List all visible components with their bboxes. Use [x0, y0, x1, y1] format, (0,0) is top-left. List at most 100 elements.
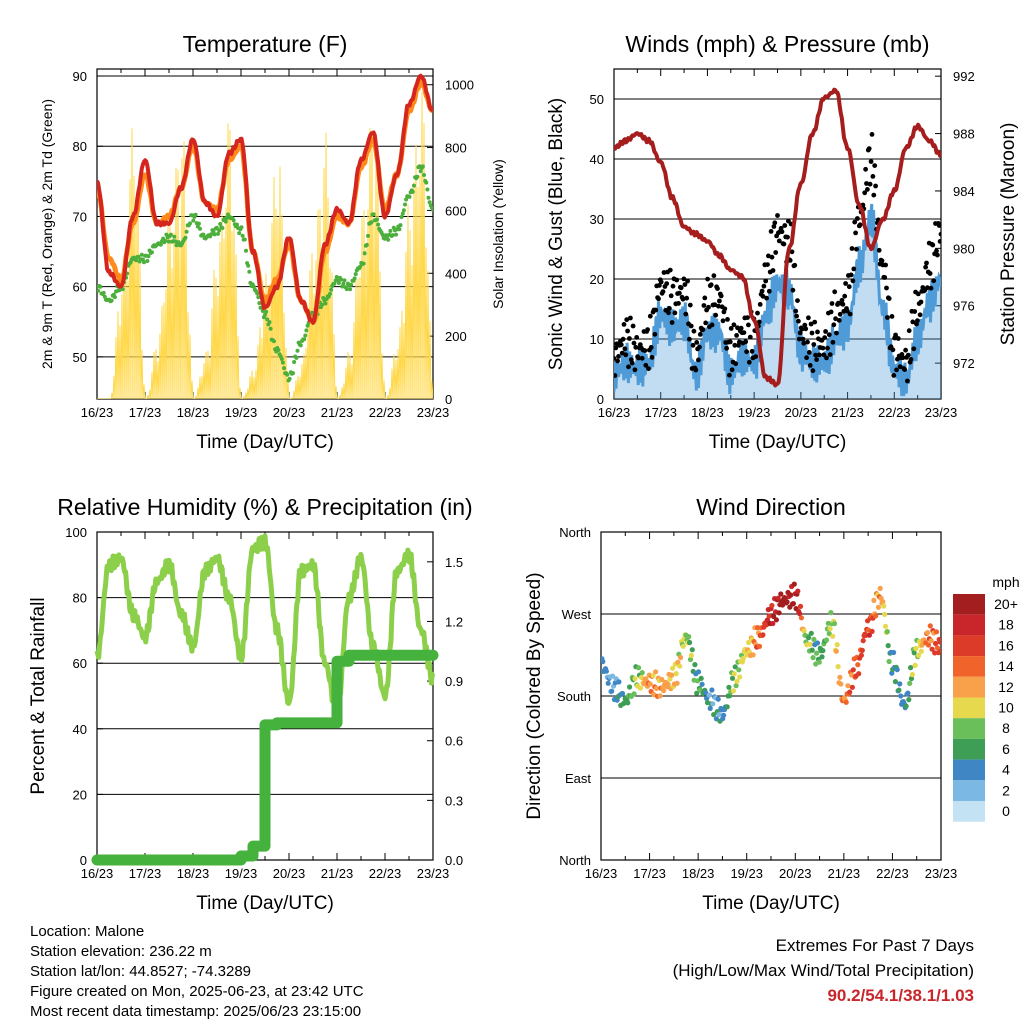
y-right-axis-label: Solar Insolation (Yellow): [490, 159, 506, 309]
dewpoint-point: [376, 222, 381, 227]
direction-point: [610, 673, 616, 679]
direction-point: [711, 712, 717, 718]
gust-point: [705, 276, 710, 282]
colorbar-swatch: [953, 718, 985, 739]
colorbar-label: 12: [998, 679, 1014, 695]
gust-point: [905, 378, 910, 384]
gust-point: [722, 306, 728, 312]
dewpoint-point: [320, 302, 325, 307]
gust-point: [779, 229, 785, 235]
gust-point: [930, 242, 936, 248]
gust-point: [793, 308, 799, 314]
dewpoint-point: [328, 291, 332, 296]
gust-point: [702, 295, 708, 301]
gust-point: [713, 312, 719, 318]
latlon-text: Station lat/lon: 44.8527; -74.3289: [30, 963, 252, 980]
direction-point: [605, 680, 611, 686]
gust-point: [853, 230, 858, 236]
x-tick-label: 18/23: [177, 866, 210, 881]
dewpoint-point: [256, 295, 261, 300]
y-tick-label: South: [557, 689, 591, 704]
gust-point: [716, 303, 721, 309]
gust-point: [829, 301, 835, 306]
dewpoint-point: [349, 282, 354, 287]
gust-point: [938, 231, 941, 237]
dewpoint-point: [375, 217, 379, 222]
gust-point: [872, 163, 878, 169]
gust-point: [768, 229, 774, 234]
gust-point: [834, 330, 839, 336]
y-tick-label: 80: [73, 591, 87, 606]
dewpoint-point: [344, 287, 349, 292]
dewpoint-point: [191, 218, 196, 223]
gust-point: [839, 297, 845, 303]
gust-point: [766, 253, 771, 259]
chart-title: Temperature (F): [183, 31, 348, 57]
gust-point: [683, 311, 689, 317]
direction-point: [650, 673, 656, 679]
direction-point: [811, 636, 817, 643]
gust-point: [646, 366, 651, 372]
x-axis-label: Time (Day/UTC): [196, 893, 334, 914]
gust-point: [854, 246, 859, 252]
gust-point: [873, 183, 878, 189]
gust-point: [773, 250, 779, 255]
extremes-box: Extremes For Past 7 Days (High/Low/Max W…: [673, 933, 974, 1008]
y-axis-label: Percent & Total Rainfall: [28, 597, 49, 794]
gust-point: [709, 322, 715, 328]
y-right-tick-label: 1.2: [445, 614, 463, 629]
dewpoint-point: [292, 360, 297, 364]
gust-point: [823, 329, 828, 334]
direction-point: [770, 620, 776, 627]
gust-point: [693, 367, 699, 373]
gust-point: [700, 327, 706, 332]
gust-point: [639, 355, 645, 361]
x-tick-label: 18/23: [682, 866, 715, 881]
gust-point: [813, 352, 818, 358]
direction-point: [925, 642, 932, 648]
gust-point: [656, 296, 661, 302]
gust-point: [636, 355, 641, 361]
direction-point: [882, 611, 888, 618]
gust-point: [902, 367, 908, 372]
direction-plot: [601, 581, 941, 724]
direction-point: [869, 628, 875, 635]
dewpoint-point: [244, 248, 248, 253]
direction-point: [907, 680, 913, 687]
direction-point: [856, 671, 862, 677]
dewpoint-point: [426, 195, 431, 200]
gust-point: [618, 342, 624, 348]
dewpoint-point: [291, 371, 295, 376]
gust-point: [884, 285, 889, 291]
direction-point: [669, 672, 675, 678]
direction-point: [798, 615, 805, 621]
gust-point: [775, 213, 780, 218]
gust-point: [810, 368, 816, 374]
dewpoint-point: [109, 298, 114, 303]
gust-point: [770, 268, 776, 273]
dewpoint-point: [418, 169, 423, 174]
direction-point: [636, 665, 642, 671]
x-tick-label: 18/23: [177, 405, 210, 420]
direction-point: [820, 648, 826, 654]
direction-point: [807, 641, 814, 647]
x-tick-label: 16/23: [81, 405, 114, 420]
dewpoint-point: [272, 339, 276, 344]
dewpoint-point: [198, 226, 202, 231]
direction-point: [760, 632, 766, 638]
x-tick-label: 19/23: [730, 866, 763, 881]
gust-point: [789, 249, 795, 255]
dewpoint-point: [415, 174, 420, 179]
dewpoint-point: [237, 231, 242, 236]
dewpoint-point: [420, 164, 425, 169]
direction-point: [873, 613, 879, 619]
direction-point: [687, 656, 694, 663]
gust-point: [696, 357, 701, 363]
gust-point: [934, 248, 939, 254]
dewpoint-point: [339, 277, 344, 282]
dewpoint-point: [166, 239, 171, 244]
chart-title: Winds (mph) & Pressure (mb): [625, 31, 929, 57]
direction-point: [776, 610, 782, 616]
extremes-values: 90.2/54.1/38.1/1.03: [827, 986, 974, 1005]
direction-point: [619, 690, 626, 697]
